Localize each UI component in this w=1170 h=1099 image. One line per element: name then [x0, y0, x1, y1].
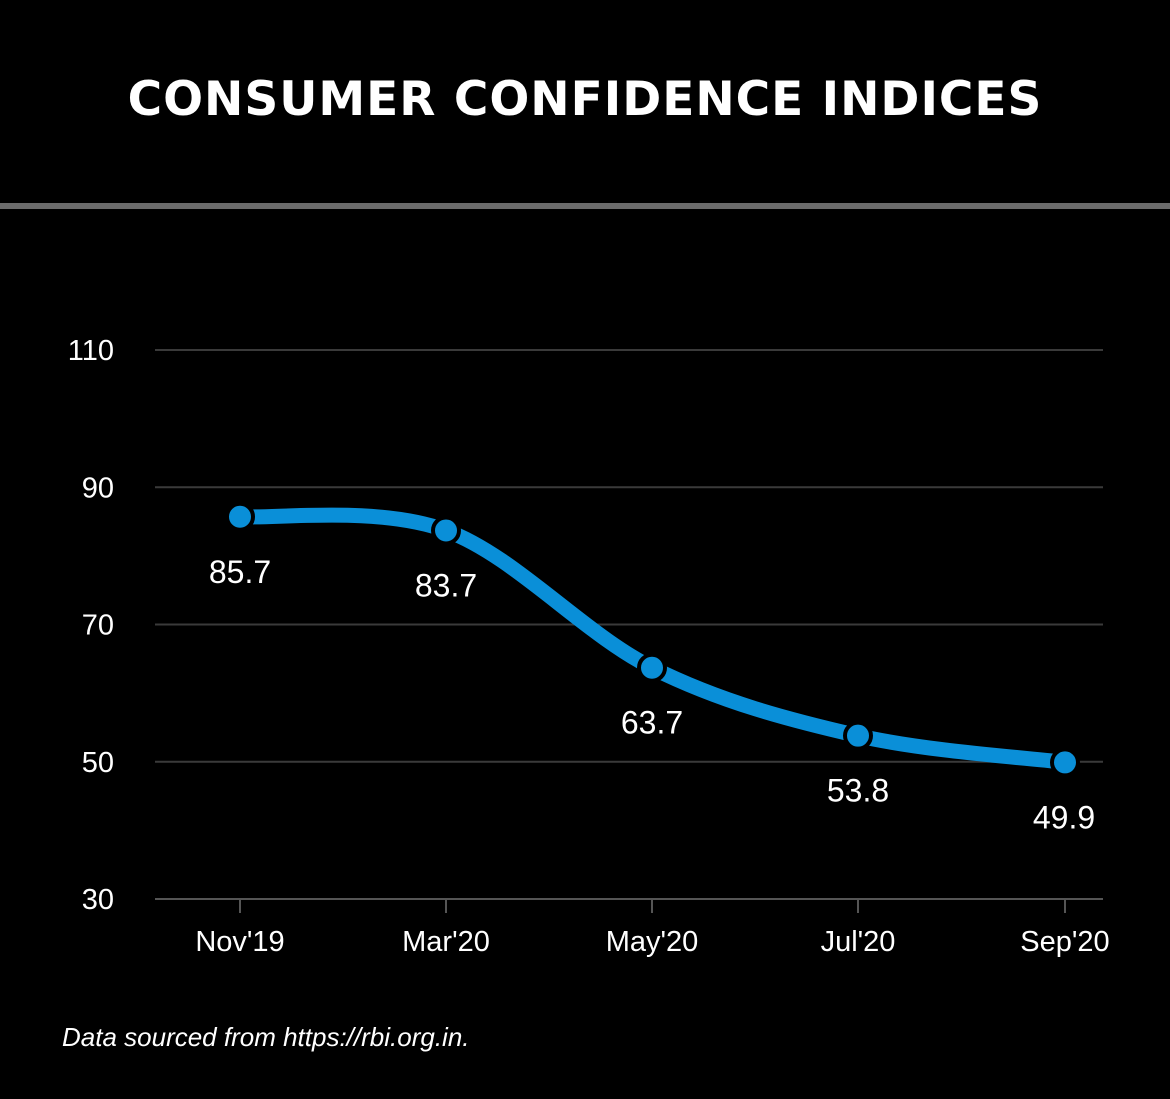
data-point — [431, 515, 461, 546]
y-tick-label: 50 — [82, 747, 114, 779]
data-point — [225, 501, 255, 532]
x-axis-ticks: Nov'19 Mar'20 May'20 Jul'20 Sep'20 — [195, 899, 1110, 958]
data-label: 85.7 — [209, 554, 271, 590]
data-point — [843, 720, 873, 751]
x-tick-label: Nov'19 — [195, 926, 284, 958]
y-tick-label: 90 — [82, 472, 114, 504]
x-tick-label: Jul'20 — [821, 926, 896, 958]
data-point — [1050, 747, 1080, 778]
x-tick-label: Mar'20 — [402, 926, 490, 958]
y-tick-label: 110 — [68, 335, 114, 367]
data-label: 49.9 — [1033, 799, 1095, 835]
grid-lines — [155, 349, 1103, 900]
x-tick-label: Sep'20 — [1020, 926, 1109, 958]
data-label: 53.8 — [827, 773, 889, 809]
data-labels: 85.7 83.7 63.7 53.8 49.9 — [209, 554, 1095, 836]
x-tick-label: May'20 — [606, 926, 699, 958]
title-divider — [0, 203, 1170, 209]
series — [225, 501, 1080, 778]
y-tick-label: 70 — [82, 610, 114, 642]
data-label: 63.7 — [621, 705, 683, 741]
data-label: 83.7 — [415, 567, 477, 603]
chart-title: CONSUMER CONFIDENCE INDICES — [127, 72, 1043, 127]
data-point — [637, 652, 667, 683]
y-axis-ticks: 110 90 70 50 30 — [68, 335, 114, 916]
y-tick-label: 30 — [82, 884, 114, 916]
data-source-note: Data sourced from https://rbi.org.in. — [62, 1022, 470, 1052]
